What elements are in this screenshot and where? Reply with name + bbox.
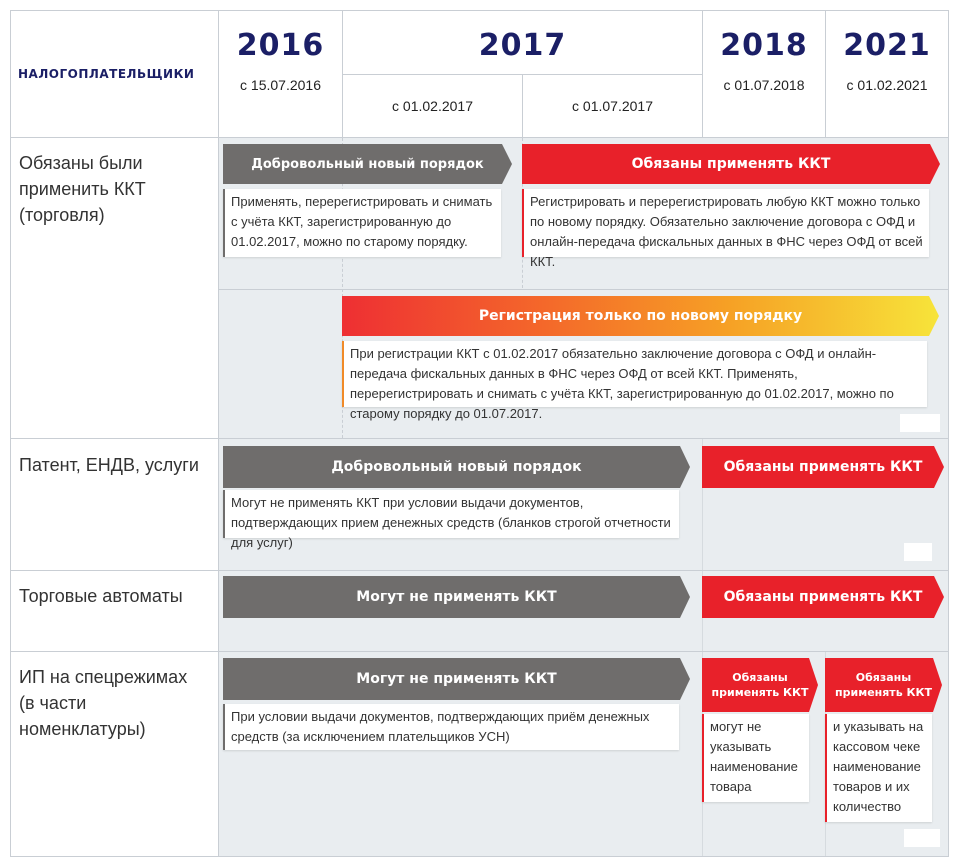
row-label-trade: Обязаны были применить ККТ (торговля) xyxy=(19,150,214,228)
row-label-ip: ИП на спецрежимах (в части номенклатуры) xyxy=(19,664,214,742)
divider xyxy=(342,11,343,137)
row-label-patent: Патент, ЕНДВ, услуги xyxy=(19,455,199,475)
row-label-line: применить ККТ xyxy=(19,179,146,199)
may-not-arrow: Могут не применять ККТ xyxy=(223,576,690,618)
note-line: наименование xyxy=(833,759,921,774)
divider xyxy=(11,570,949,571)
note-line: и указывать на xyxy=(833,719,924,734)
divider xyxy=(11,438,949,439)
year-2018: 2018 xyxy=(720,28,808,63)
obliged-2021-note: и указывать на кассовом чеке наименовани… xyxy=(825,714,932,822)
arrow-line: применять ККТ xyxy=(835,686,932,699)
timeline-table xyxy=(10,10,949,857)
corner-marker xyxy=(904,543,932,561)
divider xyxy=(825,11,826,137)
corner-marker xyxy=(904,829,940,847)
note-line: указывать xyxy=(710,739,772,754)
year-2016: 2016 xyxy=(236,28,325,63)
divider xyxy=(343,74,702,75)
divider xyxy=(218,11,219,857)
obliged-note: Регистрировать и перерегистрировать любу… xyxy=(522,189,929,269)
taxpayers-label: НАЛОГОПЛАТЕЛЬЩИКИ xyxy=(18,67,195,81)
row-label-line: (торговля) xyxy=(19,205,105,225)
column-guide xyxy=(702,439,703,856)
ip-note: При условии выдачи документов, подтвержд… xyxy=(223,704,679,750)
corner-marker xyxy=(900,414,940,432)
obliged-arrow: Обязаны применять ККТ xyxy=(522,144,940,184)
obliged-2018-arrow: Обязаны применять ККТ xyxy=(702,658,818,712)
date-2021: с 01.02.2021 xyxy=(846,77,928,93)
note-line: товаров и их xyxy=(833,779,910,794)
date-2017-jul: с 01.07.2017 xyxy=(572,98,653,114)
arrow-line: Обязаны xyxy=(855,671,912,684)
note-line: товара xyxy=(710,779,752,794)
divider xyxy=(522,75,523,137)
note-line: наименование xyxy=(710,759,798,774)
column-guide xyxy=(342,138,343,438)
divider xyxy=(11,651,949,652)
voluntary-order-arrow: Добровольный новый порядок xyxy=(223,144,512,184)
row-label-vending: Торговые автоматы xyxy=(19,586,183,606)
year-2017: 2017 xyxy=(478,28,567,63)
may-not-arrow: Могут не применять ККТ xyxy=(223,658,690,700)
obliged-arrow: Обязаны применять ККТ xyxy=(702,576,944,618)
note-line: количество xyxy=(833,799,902,814)
registration-arrow: Регистрация только по новому порядку xyxy=(342,296,939,336)
patent-note: Могут не применять ККТ при условии выдач… xyxy=(223,490,679,550)
divider xyxy=(11,137,949,138)
row-label-line: (в части номенклатуры) xyxy=(19,693,146,739)
arrow-line: применять ККТ xyxy=(711,686,809,699)
divider xyxy=(219,289,948,290)
obliged-2018-note: могут не указывать наименование товара xyxy=(702,714,809,802)
row-label-line: ИП на спецрежимах xyxy=(19,667,188,687)
divider xyxy=(702,11,703,137)
year-2021: 2021 xyxy=(843,28,931,63)
note-line: кассовом чеке xyxy=(833,739,921,754)
obliged-arrow: Обязаны применять ККТ xyxy=(702,446,944,488)
note-line: могут не xyxy=(710,719,762,734)
arrow-line: Обязаны xyxy=(732,671,788,684)
voluntary-order-note: Применять, перерегистрировать и снимать … xyxy=(223,189,501,257)
date-2018: с 01.07.2018 xyxy=(723,77,805,93)
row-label-line: Обязаны были xyxy=(19,153,143,173)
obliged-2021-arrow: Обязаны применять ККТ xyxy=(825,658,942,712)
voluntary-order-arrow: Добровольный новый порядок xyxy=(223,446,690,488)
taxpayers-header: НАЛОГОПЛАТЕЛЬЩИКИ xyxy=(11,11,218,137)
date-2017-feb: с 01.02.2017 xyxy=(392,98,473,114)
registration-note: При регистрации ККТ с 01.02.2017 обязате… xyxy=(342,341,927,421)
date-2016: с 15.07.2016 xyxy=(240,77,321,93)
